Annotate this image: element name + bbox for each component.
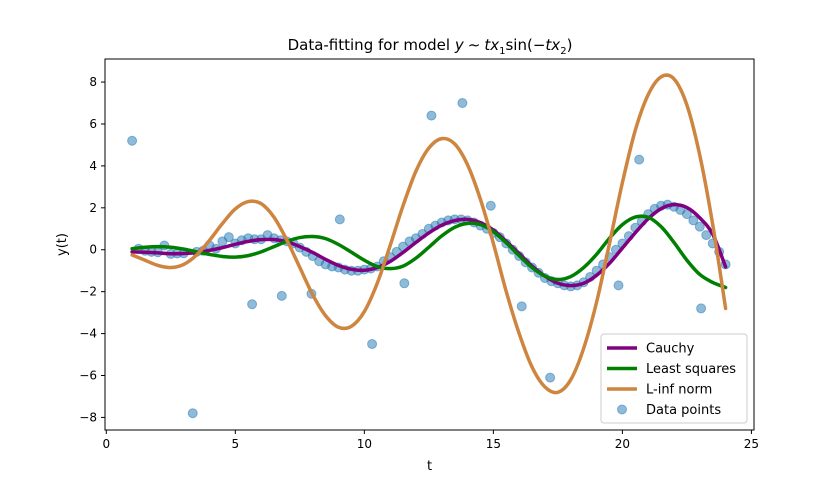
data-point	[223, 232, 234, 243]
least-squares-series-line	[130, 214, 728, 290]
x-axis: 0 5 10 15 20 25	[102, 430, 759, 451]
y-tick-label: 4	[89, 159, 97, 173]
title-prefix: Data-fitting for model	[288, 36, 455, 54]
x-tick-label: 15	[486, 437, 501, 451]
legend: Cauchy Least squares L-inf norm Data points	[600, 333, 748, 424]
legend-frame	[600, 333, 748, 424]
data-point	[276, 290, 287, 301]
cauchy-series-line	[130, 202, 728, 288]
linf-series-line	[130, 73, 728, 395]
title-formula-sub1: 1	[499, 46, 505, 57]
data-point	[367, 339, 378, 350]
y-tick-label: 8	[89, 75, 97, 89]
x-tick-label: 20	[615, 437, 630, 451]
data-point	[696, 303, 707, 314]
y-axis-label: y(t)	[55, 233, 70, 256]
title-formula-close: )	[567, 36, 573, 54]
data-point	[701, 230, 712, 241]
title-formula-sub2: 2	[560, 46, 566, 57]
title-formula-t2: t	[545, 36, 552, 54]
chart-title: Data-fitting for model y ∼ tx1sin(−tx2)	[288, 36, 573, 57]
y-tick-label: −2	[79, 285, 97, 299]
title-formula-y: y	[454, 36, 465, 54]
y-tick-label: −8	[79, 410, 97, 424]
data-point	[681, 209, 692, 220]
y-tick-label: −6	[79, 369, 97, 383]
data-point	[634, 154, 645, 165]
plot-frame	[104, 58, 755, 431]
x-tick-label: 25	[744, 437, 759, 451]
data-point	[187, 408, 198, 419]
data-point	[399, 278, 410, 289]
data-point	[485, 200, 496, 211]
x-tick-label: 10	[357, 437, 372, 451]
data-point	[688, 215, 699, 226]
data-point	[334, 214, 345, 225]
data-point	[127, 135, 138, 146]
data-point	[694, 221, 705, 232]
title-formula-t1: t	[484, 36, 491, 54]
y-axis: −8 −6 −4 −2 0 2 4 6 8	[79, 75, 105, 424]
data-point	[457, 98, 468, 109]
x-axis-label: t	[427, 459, 432, 474]
y-tick-label: 0	[89, 243, 97, 257]
title-formula-sim: ∼	[468, 36, 481, 54]
data-point	[545, 372, 556, 383]
data-point	[613, 280, 624, 291]
data-point	[516, 301, 527, 312]
title-formula-x1: x	[489, 36, 499, 54]
y-tick-label: 6	[89, 117, 97, 131]
data-point	[426, 110, 437, 121]
y-tick-label: 2	[89, 201, 97, 215]
legend-entry-data-points-swatch	[617, 404, 627, 415]
legend-entry-data-points-label: Data points	[646, 403, 721, 418]
legend-entry-cauchy-label: Cauchy	[646, 342, 695, 357]
legend-entry-least-squares-label: Least squares	[646, 362, 736, 377]
title-formula-sin: sin(−	[505, 36, 545, 54]
data-point	[247, 299, 258, 310]
x-tick-label: 0	[102, 437, 110, 451]
y-tick-label: −4	[79, 327, 97, 341]
legend-entry-linf-label: L-inf norm	[646, 383, 712, 398]
x-tick-label: 5	[231, 437, 239, 451]
title-formula-x2: x	[550, 36, 560, 54]
plot-area	[127, 73, 731, 419]
